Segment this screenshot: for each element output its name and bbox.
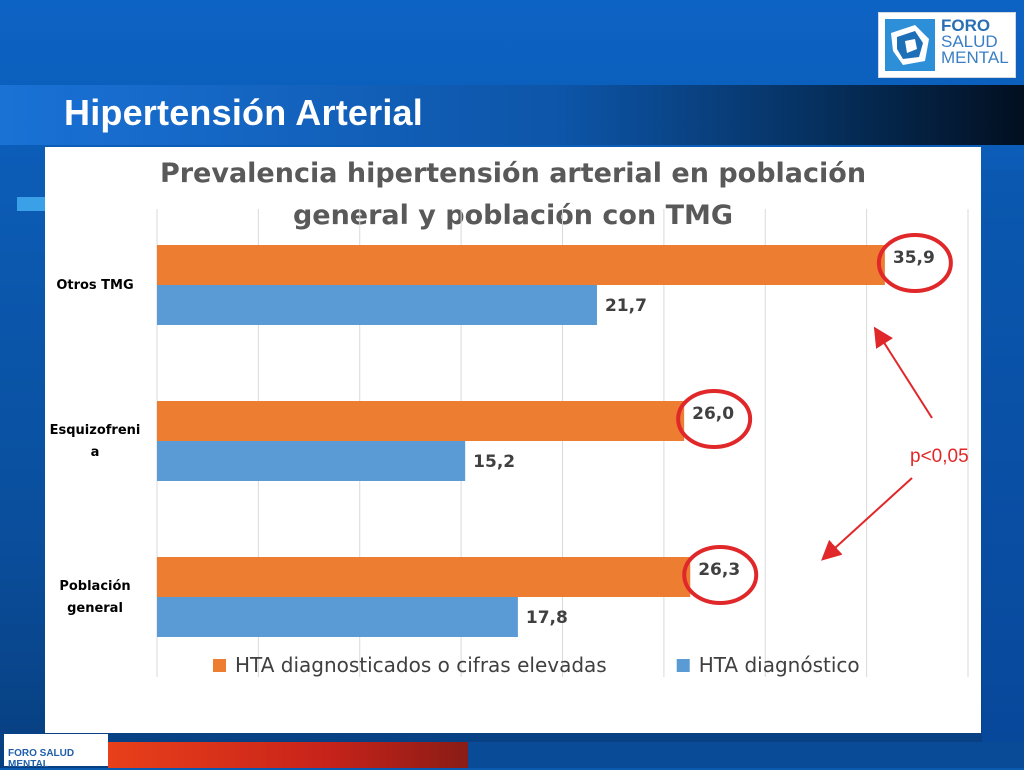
foro-salud-mental-logo: FORO SALUD MENTAL — [878, 12, 1016, 78]
highlight-circle — [682, 545, 759, 605]
bar — [157, 245, 885, 285]
legend-label: HTA diagnosticados o cifras elevadas — [235, 653, 607, 677]
bar — [157, 557, 691, 597]
data-label: 26,3 — [698, 560, 740, 580]
footer-logo-text: FORO SALUD MENTAL — [8, 748, 75, 770]
left-accent — [17, 197, 45, 211]
logo-line-2: SALUD — [941, 32, 998, 51]
chart-title-line: Prevalencia hipertensión arterial en pob… — [160, 158, 866, 189]
bar — [157, 285, 597, 325]
bar — [157, 597, 518, 637]
highlight-circle — [676, 389, 753, 449]
category-label: Población — [59, 579, 130, 594]
footer-logo: FORO SALUD MENTAL — [4, 734, 108, 770]
highlight-circle — [876, 233, 953, 293]
legend-label: HTA diagnóstico — [699, 653, 860, 677]
legend-swatch — [213, 659, 226, 672]
data-label: 15,2 — [473, 452, 515, 472]
bottom-band — [468, 742, 1024, 768]
arrow-up — [873, 326, 933, 419]
logo-line-3: MENTAL — [941, 48, 1009, 67]
significance-note: p<0,05 — [910, 446, 969, 467]
legend-swatch — [676, 659, 690, 672]
category-label: general — [67, 601, 123, 616]
bottom-accent-bar — [108, 742, 468, 768]
category-label: a — [91, 445, 100, 460]
logo-line-1: FORO — [941, 16, 991, 35]
data-label: 35,9 — [893, 248, 935, 268]
bar — [157, 441, 466, 481]
bar-chart: Prevalencia hipertensión arterial en pob… — [50, 158, 969, 677]
data-label: 26,0 — [692, 404, 734, 424]
category-label: Otros TMG — [56, 278, 133, 293]
category-label: Esquizofreni — [50, 423, 141, 438]
title-band — [0, 85, 1024, 145]
logo-mark-icon — [885, 19, 935, 71]
chart-title-line: general y población con TMG — [293, 200, 733, 231]
slide-title: Hipertensión Arterial — [64, 92, 423, 133]
arrow-down — [821, 477, 913, 561]
data-label: 21,7 — [605, 296, 647, 316]
data-label: 17,8 — [526, 608, 568, 628]
logo-text: FORO SALUD MENTAL — [941, 16, 1009, 67]
bar — [157, 401, 685, 441]
chart-panel: Prevalencia hipertensión arterial en pob… — [45, 147, 981, 733]
right-band — [982, 170, 1024, 768]
